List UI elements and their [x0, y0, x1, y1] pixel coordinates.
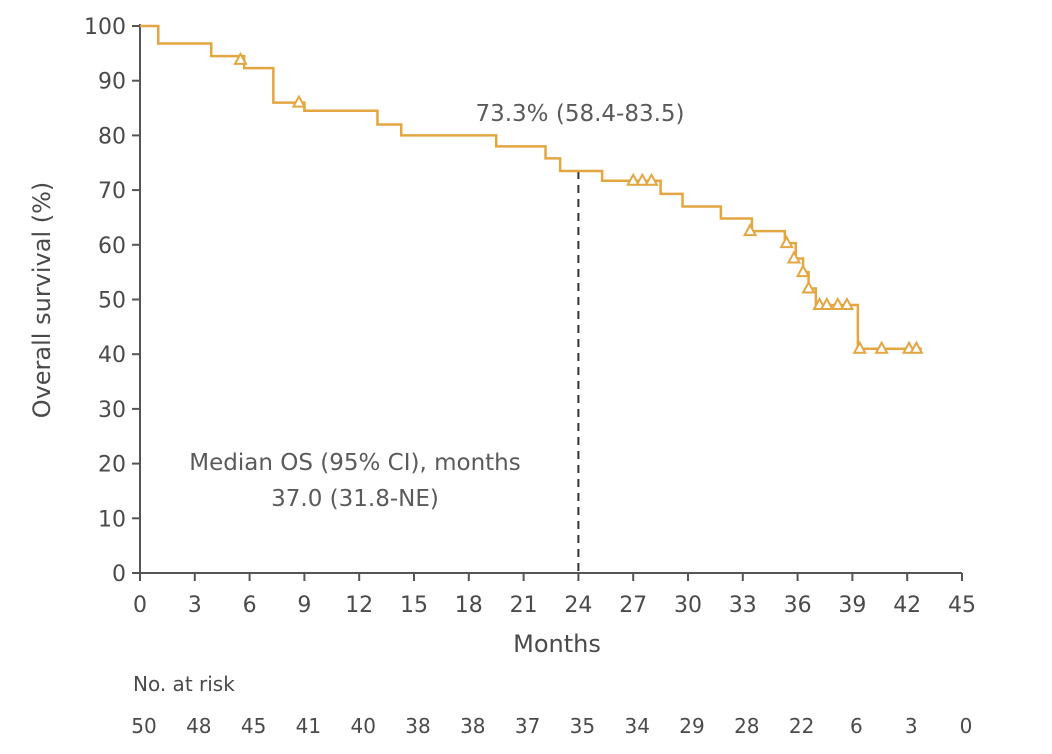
x-tick-label: 0	[133, 593, 147, 618]
y-tick-label: 50	[98, 289, 126, 314]
censor-mark	[909, 340, 924, 354]
censor-mark	[626, 172, 641, 186]
censor-mark	[291, 94, 307, 108]
survival-curve	[140, 24, 922, 350]
censor-mark	[839, 296, 855, 310]
x-tick-label: 21	[510, 593, 538, 618]
x-tick-label: 27	[619, 593, 647, 618]
censor-mark	[233, 51, 248, 65]
risk-count: 38	[460, 714, 485, 738]
risk-count: 50	[131, 714, 156, 738]
landmark-annotation: 73.3% (58.4-83.5)	[475, 101, 684, 127]
censor-mark	[786, 250, 802, 264]
x-tick-label: 24	[564, 593, 592, 618]
risk-count: 6	[850, 714, 863, 738]
y-tick-label: 30	[98, 398, 126, 423]
x-tick-label: 6	[243, 593, 257, 618]
y-tick-label: 40	[98, 343, 126, 368]
x-tick-label: 30	[674, 593, 702, 618]
risk-count: 40	[350, 714, 375, 738]
censor-mark	[742, 223, 758, 237]
censor-mark	[635, 172, 650, 186]
censor-mark	[819, 296, 835, 310]
x-tick-label: 36	[784, 593, 812, 618]
y-tick-label: 90	[98, 70, 126, 95]
survival-step-line	[140, 24, 922, 350]
risk-count: 3	[905, 714, 918, 738]
x-tick-label: 33	[729, 593, 757, 618]
risk-table-row: 50 48 45 41 40 38 38 37 35 34 29 28 22 6 3 0	[131, 714, 972, 738]
x-tick-label: 12	[345, 593, 373, 618]
median-os-label: Median OS (95% CI), months	[189, 450, 520, 476]
censor-mark	[830, 296, 845, 310]
x-tick-label: 45	[948, 593, 976, 618]
risk-count: 45	[241, 714, 266, 738]
y-axis-title: Overall survival (%)	[28, 182, 56, 419]
y-tick-label: 20	[98, 453, 126, 478]
y-tick-label: 70	[98, 179, 126, 204]
x-tick-label: 15	[400, 593, 428, 618]
x-tick-label: 42	[893, 593, 921, 618]
censor-marks	[233, 51, 924, 354]
x-axis-title: Months	[513, 630, 601, 658]
y-tick-label: 100	[84, 15, 126, 40]
y-ticks: 0 10 20 30 40 50 60 70 80 90 100	[84, 15, 140, 587]
censor-mark	[801, 280, 816, 294]
censor-mark	[644, 172, 659, 186]
risk-count: 35	[570, 714, 595, 738]
median-os-value: 37.0 (31.8-NE)	[271, 486, 439, 512]
censor-mark	[874, 340, 889, 354]
risk-table-title: No. at risk	[133, 672, 235, 696]
risk-count: 28	[734, 714, 759, 738]
x-ticks: 0 3 6 9 12 15 18 21 24 27 30 33 36 39 42 45	[133, 573, 976, 618]
x-tick-label: 9	[297, 593, 311, 618]
risk-count: 37	[515, 714, 540, 738]
risk-count: 38	[405, 714, 430, 738]
censor-mark	[779, 235, 794, 249]
censor-mark	[795, 264, 811, 278]
y-tick-label: 10	[98, 507, 126, 532]
x-tick-label: 18	[455, 593, 483, 618]
risk-count: 0	[960, 714, 973, 738]
risk-count: 22	[789, 714, 814, 738]
y-tick-label: 60	[98, 234, 126, 259]
y-tick-label: 80	[98, 124, 126, 149]
x-tick-label: 3	[188, 593, 202, 618]
risk-count: 48	[186, 714, 211, 738]
risk-count: 29	[679, 714, 704, 738]
x-tick-label: 39	[838, 593, 866, 618]
censor-mark	[852, 340, 867, 354]
risk-count: 34	[624, 714, 649, 738]
y-tick-label: 0	[112, 562, 126, 587]
risk-count: 41	[296, 714, 321, 738]
